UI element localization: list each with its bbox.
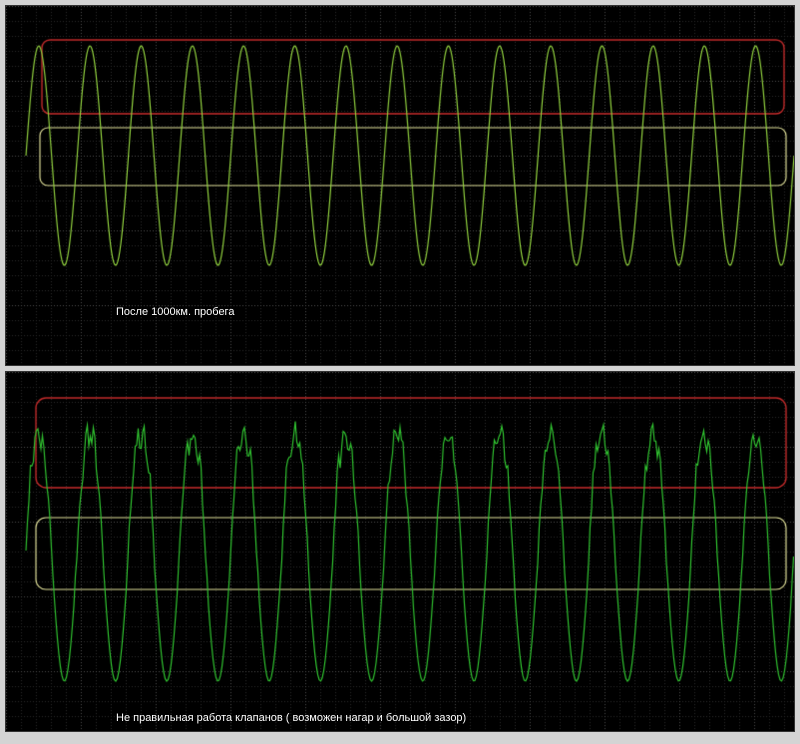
- caption-2: Не правильная работа клапанов ( возможен…: [116, 712, 466, 724]
- oscilloscope-panel-2: Не правильная работа клапанов ( возможен…: [5, 371, 795, 732]
- caption-1: После 1000км. пробега: [116, 306, 234, 318]
- waveform-chart-2: [6, 372, 794, 731]
- oscilloscope-panel-1: После 1000км. пробега: [5, 5, 795, 366]
